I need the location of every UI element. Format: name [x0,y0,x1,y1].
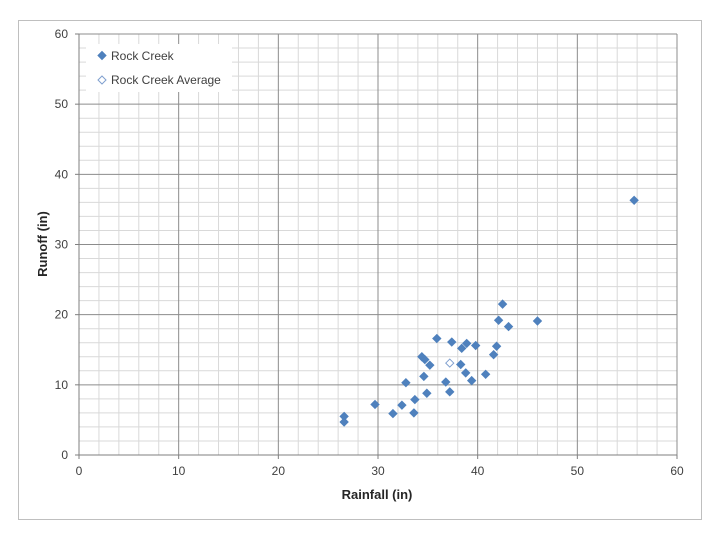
data-point-rock-creek [401,378,411,388]
data-point-rock-creek [470,340,481,351]
y-tick-label: 10 [55,378,69,392]
data-point-rock-creek [503,321,514,332]
data-point-rock-creek [488,349,499,360]
data-point-rock-creek [497,299,508,309]
x-tick-label: 20 [272,464,286,478]
data-point-rock-creek [419,371,429,382]
data-point-rock-creek [422,388,432,398]
data-point-rock-creek [456,359,466,370]
data-point-rock-creek [432,333,442,344]
data-point-rock-creek [339,417,349,427]
major-gridlines [79,33,678,455]
data-point-rock-creek [457,343,467,354]
data-point-rock-creek [409,408,419,418]
legend-marker-rock-creek-average [97,75,107,85]
y-tick-label: 40 [55,167,69,181]
data-point-rock-creek [420,354,430,365]
data-point-rock-creek [493,315,504,325]
data-point-rock-creek [480,369,491,380]
x-tick-label: 50 [571,464,585,478]
y-tick-label: 50 [55,97,69,111]
data-point-rock-creek-average [445,358,455,368]
data-point-rock-creek [629,195,639,206]
legend-box [86,44,232,92]
data-points [339,195,639,427]
legend-label-rock-creek: Rock Creek [111,49,175,63]
x-tick-label: 40 [471,464,485,478]
x-tick-labels: 0 10 20 30 40 50 60 [76,464,684,478]
x-tick-label: 0 [76,464,83,478]
x-tick-label: 10 [172,464,186,478]
data-point-rock-creek [532,316,543,326]
data-point-rock-creek [447,337,457,347]
y-axis-title: Runoff (in) [35,211,50,277]
data-point-rock-creek [388,408,398,419]
data-point-rock-creek [410,394,420,405]
chart-frame [18,20,702,520]
y-tick-label: 60 [55,27,69,41]
data-point-rock-creek [441,377,451,387]
axes [75,33,678,459]
y-tick-label: 20 [55,308,69,322]
x-tick-label: 60 [670,464,684,478]
legend-marker-rock-creek [97,50,107,61]
x-axis-title: Rainfall (in) [342,487,413,502]
y-tick-label: 30 [55,238,69,252]
x-tick-label: 30 [371,464,385,478]
y-tick-labels: 0 10 20 30 40 50 60 [55,27,69,462]
data-point-rock-creek [461,338,472,349]
data-point-rock-creek [397,400,407,410]
data-point-rock-creek [460,368,471,378]
legend-label-rock-creek-average: Rock Creek Average [111,73,221,87]
data-point-rock-creek [370,399,380,410]
legend: Rock Creek Rock Creek Average [86,44,232,92]
data-point-rock-creek [466,375,477,386]
y-tick-label: 0 [61,448,68,462]
data-point-rock-creek [445,387,455,397]
data-point-rock-creek [425,360,435,370]
data-point-rock-creek [491,341,502,351]
